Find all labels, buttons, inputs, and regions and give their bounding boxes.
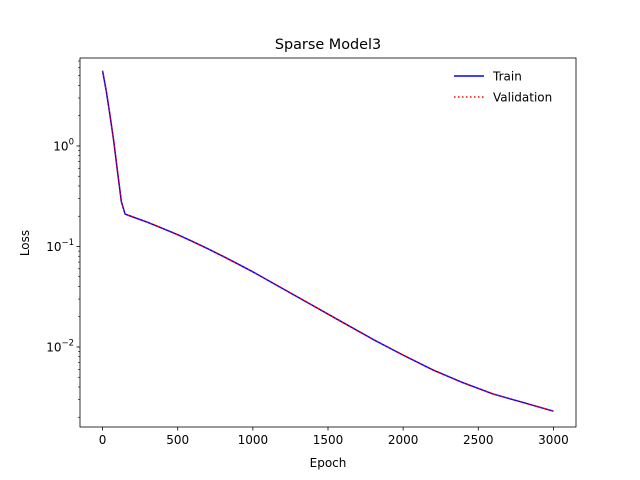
y-tick-label: 100 [53, 137, 74, 153]
y-axis: 100 10−1 10−2 [46, 60, 80, 418]
x-tick-label: 1500 [313, 433, 344, 447]
x-tick-label: 3000 [538, 433, 569, 447]
x-tick-label: 1000 [238, 433, 269, 447]
legend-label-train: Train [492, 70, 522, 84]
y-tick-label: 10−1 [46, 238, 74, 254]
series-layer [101, 70, 554, 412]
legend-label-validation: Validation [493, 91, 552, 105]
y-tick-label: 10−2 [46, 338, 74, 354]
x-tick-label: 0 [99, 433, 107, 447]
plot-area: 0 500 1000 1500 2000 2500 3000 100 10−1 10−2 [46, 57, 577, 447]
series-line-validation [101, 70, 554, 412]
x-tick-label: 2000 [388, 433, 419, 447]
x-axis: 0 500 1000 1500 2000 2500 3000 [99, 427, 569, 447]
x-tick-label: 2500 [463, 433, 494, 447]
x-axis-label: Epoch [310, 456, 347, 470]
legend: Train Validation [454, 70, 552, 105]
y-axis-label: Loss [18, 230, 32, 256]
chart-title: Sparse Model3 [275, 37, 381, 53]
x-tick-label: 500 [166, 433, 189, 447]
